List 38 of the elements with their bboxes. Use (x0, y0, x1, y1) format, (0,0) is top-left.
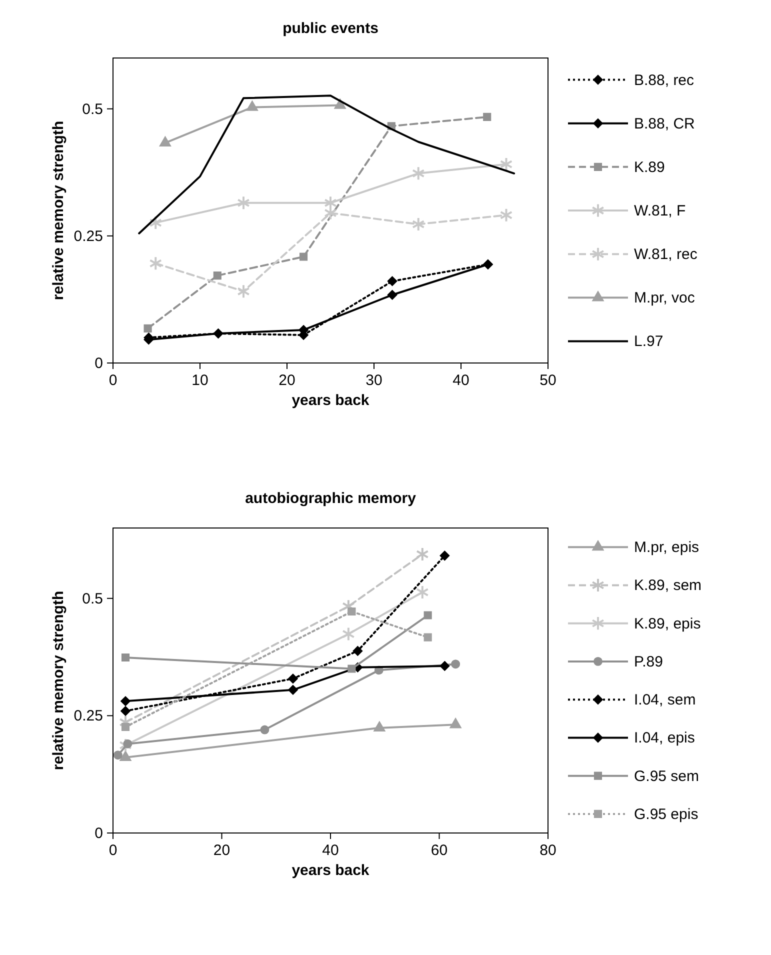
legend-label: B.88, CR (634, 115, 696, 132)
legend-label: L.97 (634, 333, 664, 350)
legend-label: M.pr, epis (634, 539, 700, 556)
chart-title: autobiographic memory (245, 490, 417, 507)
y-tick-label: 0.25 (74, 708, 103, 725)
y-tick-label: 0 (94, 355, 103, 372)
y-axis-title: relative memory strength (50, 120, 67, 300)
legend-label: W.81, rec (634, 246, 698, 264)
y-tick-label: 0.5 (82, 590, 103, 608)
legend-label: K.89, sem (634, 577, 702, 594)
y-tick-label: 0 (94, 825, 103, 842)
legend-label: B.88, rec (634, 72, 695, 89)
x-tick-label: 20 (278, 372, 296, 389)
x-tick-label: 10 (192, 372, 208, 389)
legend-label: K.89, epis (634, 615, 701, 632)
x-tick-label: 50 (540, 372, 556, 389)
x-axis-title: years back (292, 392, 370, 409)
legend-label: W.81, F (634, 202, 686, 220)
y-axis-title: relative memory strength (50, 590, 67, 770)
y-tick-label: 0.5 (82, 100, 103, 118)
x-tick-label: 40 (452, 372, 470, 389)
legend-label: G.95 epis (634, 806, 698, 823)
x-tick-label: 40 (322, 842, 339, 859)
x-tick-label: 0 (108, 842, 118, 859)
chart-title: public events (282, 20, 378, 37)
x-tick-label: 20 (213, 842, 230, 859)
legend-label: P.89 (634, 653, 663, 670)
x-tick-label: 30 (366, 372, 382, 389)
legend-label: G.95 sem (634, 768, 700, 785)
legend-label: I.04, sem (634, 692, 696, 709)
legend-label: I.04, epis (634, 730, 695, 747)
y-tick-label: 0.25 (74, 228, 103, 245)
x-axis-title: years back (292, 862, 370, 879)
legend-label: M.pr, voc (634, 290, 696, 307)
legend-label: K.89 (634, 158, 665, 176)
x-tick-label: 80 (540, 842, 556, 859)
x-tick-label: 60 (430, 842, 448, 859)
x-tick-label: 0 (108, 372, 118, 389)
